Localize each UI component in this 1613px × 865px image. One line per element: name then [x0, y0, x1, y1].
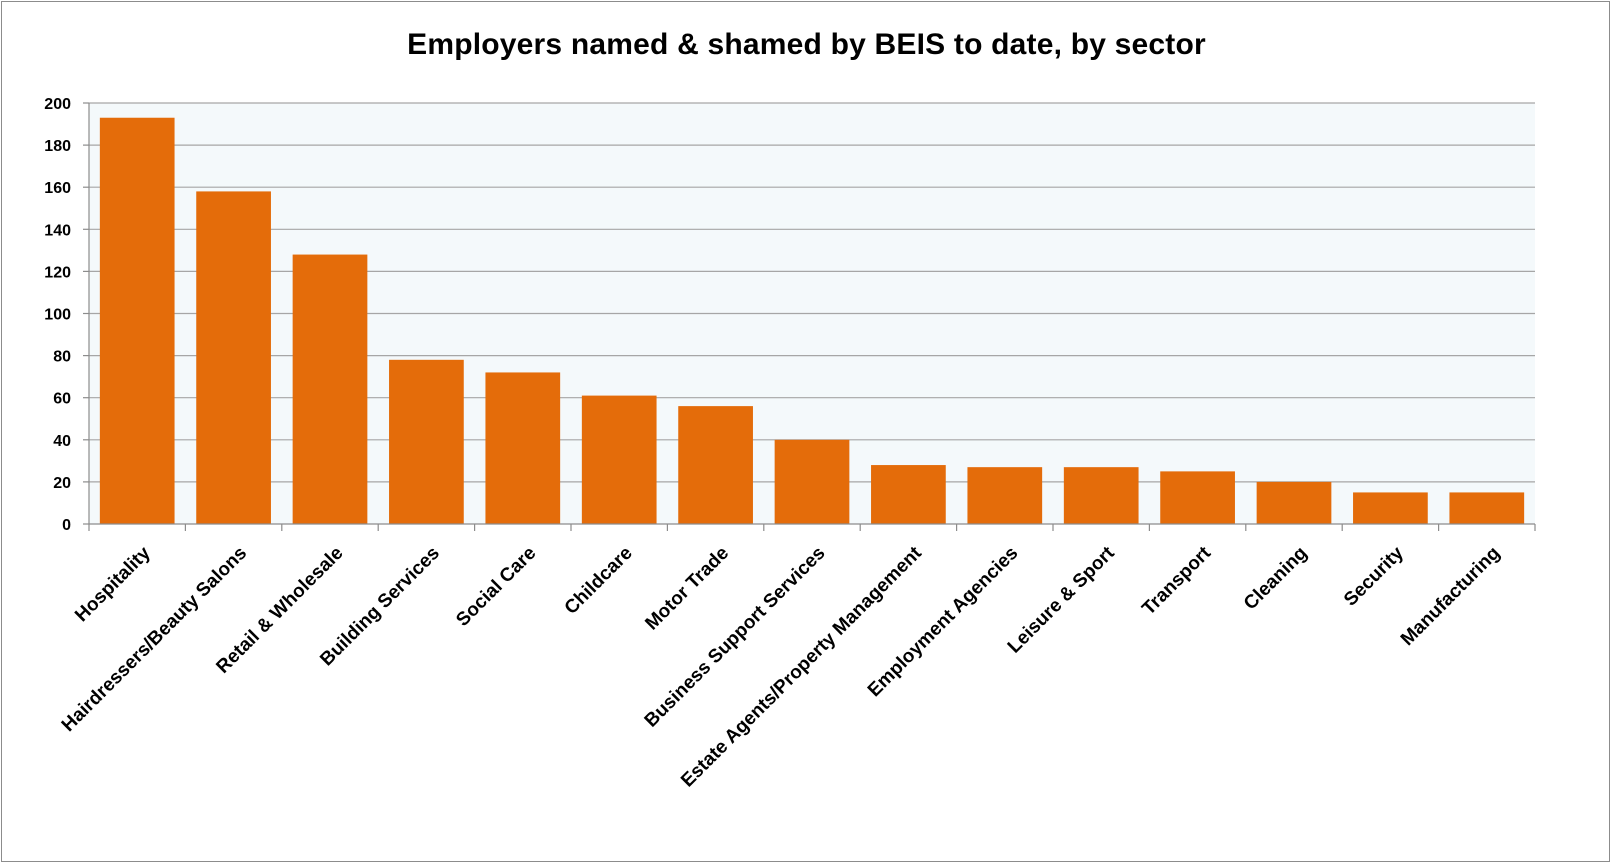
bar-childcare [581, 395, 657, 524]
bar-motor-trade [678, 406, 753, 524]
bars [99, 117, 1525, 525]
x-category-label: Manufacturing [1397, 543, 1504, 650]
bar-hospitality [99, 117, 175, 525]
x-category-label: Childcare [561, 543, 637, 619]
y-tick-label: 200 [44, 96, 71, 113]
bar-retail-wholesale [292, 254, 368, 524]
y-tick-labels: 0 20 40 60 80 100 120 140 160 180 200 [44, 96, 71, 534]
bar-employment-agencies [967, 467, 1043, 524]
y-tick-label: 100 [44, 307, 71, 324]
x-category-label: Social Care [452, 543, 540, 631]
x-category-label: Security [1340, 542, 1408, 610]
y-tick-label: 0 [62, 517, 71, 534]
y-tick-label: 120 [44, 264, 71, 281]
y-tick-label: 80 [53, 349, 71, 366]
bar-estate-agents-property-management [871, 465, 946, 524]
chart-title: Employers named & shamed by BEIS to date… [407, 28, 1206, 61]
bar-leisure-sport [1063, 467, 1139, 524]
bar-transport [1160, 471, 1235, 524]
y-tick-label: 60 [53, 391, 71, 408]
x-category-label: Motor Trade [641, 543, 733, 635]
y-tick-label: 40 [53, 433, 71, 450]
bar-cleaning [1256, 481, 1332, 524]
x-category-label: Hospitality [71, 542, 155, 626]
x-category-label: Transport [1138, 542, 1215, 619]
bar-security [1353, 492, 1428, 524]
y-tick-label: 180 [44, 138, 71, 155]
x-category-label: Cleaning [1240, 543, 1312, 615]
x-category-label: Leisure & Sport [1004, 542, 1119, 657]
y-tick-label: 140 [44, 222, 71, 239]
bar-building-services [389, 359, 464, 524]
y-tick-label: 160 [44, 180, 71, 197]
bar-manufacturing [1449, 492, 1525, 524]
x-category-label: Business Support Services [641, 543, 830, 732]
x-category-label: Hairdressers/Beauty Salons [58, 543, 251, 736]
bar-hairdressers-beauty-salons [196, 191, 271, 524]
axes [83, 102, 1536, 531]
bar-social-care [485, 372, 561, 524]
y-tick-label: 20 [53, 475, 71, 492]
bar-business-support-services [774, 439, 850, 524]
